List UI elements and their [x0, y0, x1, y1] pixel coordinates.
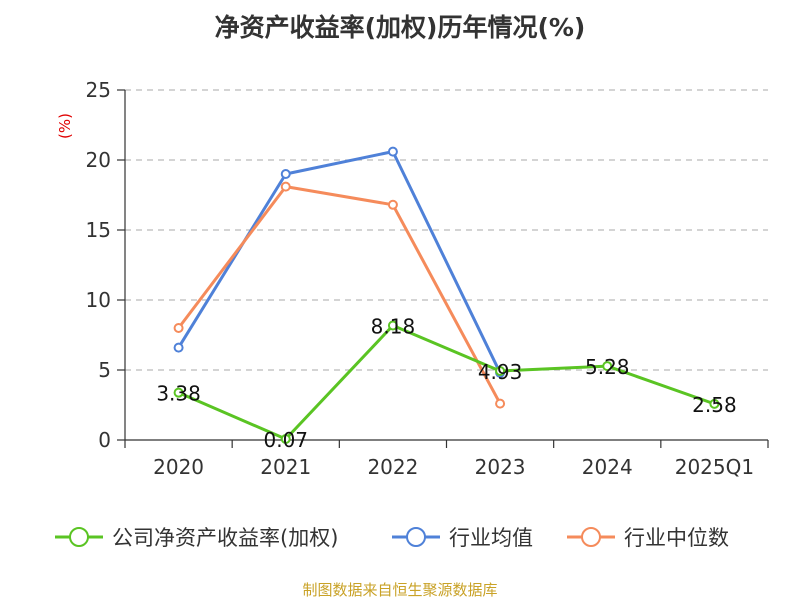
data-point	[709, 398, 720, 409]
x-tick-label: 2021	[260, 455, 311, 479]
chart-title: 净资产收益率(加权)历年情况(%)	[214, 13, 586, 42]
data-point	[280, 434, 291, 445]
x-tick-label: 2023	[475, 455, 526, 479]
data-point	[387, 146, 398, 157]
data-label: 2.58	[692, 393, 737, 417]
y-tick-label: 5	[98, 358, 111, 382]
series-line	[177, 323, 715, 441]
data-point	[173, 387, 184, 398]
y-tick-label: 15	[86, 218, 111, 242]
legend-label: 行业中位数	[624, 526, 729, 550]
series-line	[177, 185, 502, 405]
data-label: 5.28	[585, 355, 630, 379]
y-tick-label: 20	[86, 148, 111, 172]
x-tick-label: 2024	[582, 455, 633, 479]
data-label: 4.93	[478, 360, 523, 384]
y-tick-label: 10	[86, 288, 111, 312]
data-point	[602, 361, 613, 372]
legend[interactable]: 公司净资产收益率(加权) 行业均值 行业中位数	[55, 526, 729, 550]
data-point	[280, 169, 291, 179]
grid-lines	[125, 89, 768, 371]
data-point	[387, 320, 398, 331]
x-tick-label: 2022	[367, 455, 418, 479]
data-label: 0.07	[263, 428, 308, 452]
legend-swatch-marker	[581, 527, 601, 547]
x-tick-label: 2020	[153, 455, 204, 479]
data-point	[387, 199, 398, 210]
data-label: 3.38	[156, 382, 201, 406]
data-labels: 3.38 0.07 8.18 4.93 5.28 2.58	[156, 314, 736, 452]
source-note: 制图数据来自恒生聚源数据库	[302, 581, 498, 599]
data-point	[495, 398, 506, 409]
legend-swatch-marker	[69, 527, 89, 547]
y-tick-label: 25	[86, 78, 111, 102]
legend-label: 行业均值	[449, 526, 533, 550]
x-tick-label: 2025Q1	[675, 455, 754, 479]
legend-label: 公司净资产收益率(加权)	[112, 526, 338, 550]
legend-swatch-marker	[406, 527, 426, 547]
data-point	[280, 181, 291, 192]
data-label: 8.18	[371, 314, 416, 338]
y-tick-label: 0	[98, 428, 111, 452]
series-lines	[173, 146, 720, 445]
y-axis-label: (%)	[56, 113, 74, 139]
data-point	[495, 365, 506, 376]
data-point	[173, 342, 184, 353]
series-line	[177, 150, 502, 374]
data-point	[173, 323, 184, 333]
axes: 0 5 10 15 20 25 2020 2021 2022 2023 2024 2025Q1	[86, 78, 769, 479]
